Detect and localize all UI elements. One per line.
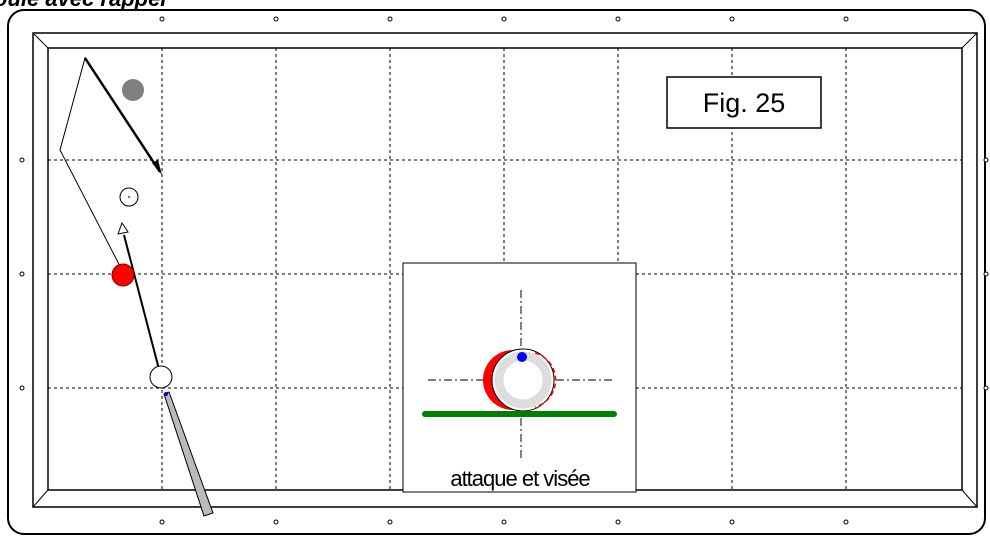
path-line bbox=[59, 56, 161, 273]
figure-label: Fig. 25 bbox=[703, 88, 786, 118]
ghost-dot bbox=[128, 196, 130, 198]
cue-stick bbox=[163, 391, 214, 517]
inset-caption: attaque et visée bbox=[450, 466, 590, 491]
ball-red bbox=[111, 263, 135, 287]
cushion-outer bbox=[32, 32, 978, 508]
arrow-head-open bbox=[117, 221, 129, 235]
inset-arc bbox=[534, 352, 557, 408]
arrow-head bbox=[152, 160, 162, 175]
ball-grey bbox=[122, 79, 144, 101]
title: oule avec rappel bbox=[0, 0, 167, 11]
cue-tip bbox=[164, 392, 168, 396]
cue-path bbox=[123, 234, 162, 378]
ball-cue bbox=[149, 365, 173, 389]
inset-impact bbox=[517, 352, 527, 362]
figure-box bbox=[666, 76, 822, 129]
path-arrow bbox=[83, 57, 162, 173]
diamonds bbox=[19, 16, 989, 525]
cushion-corners bbox=[32, 32, 978, 508]
